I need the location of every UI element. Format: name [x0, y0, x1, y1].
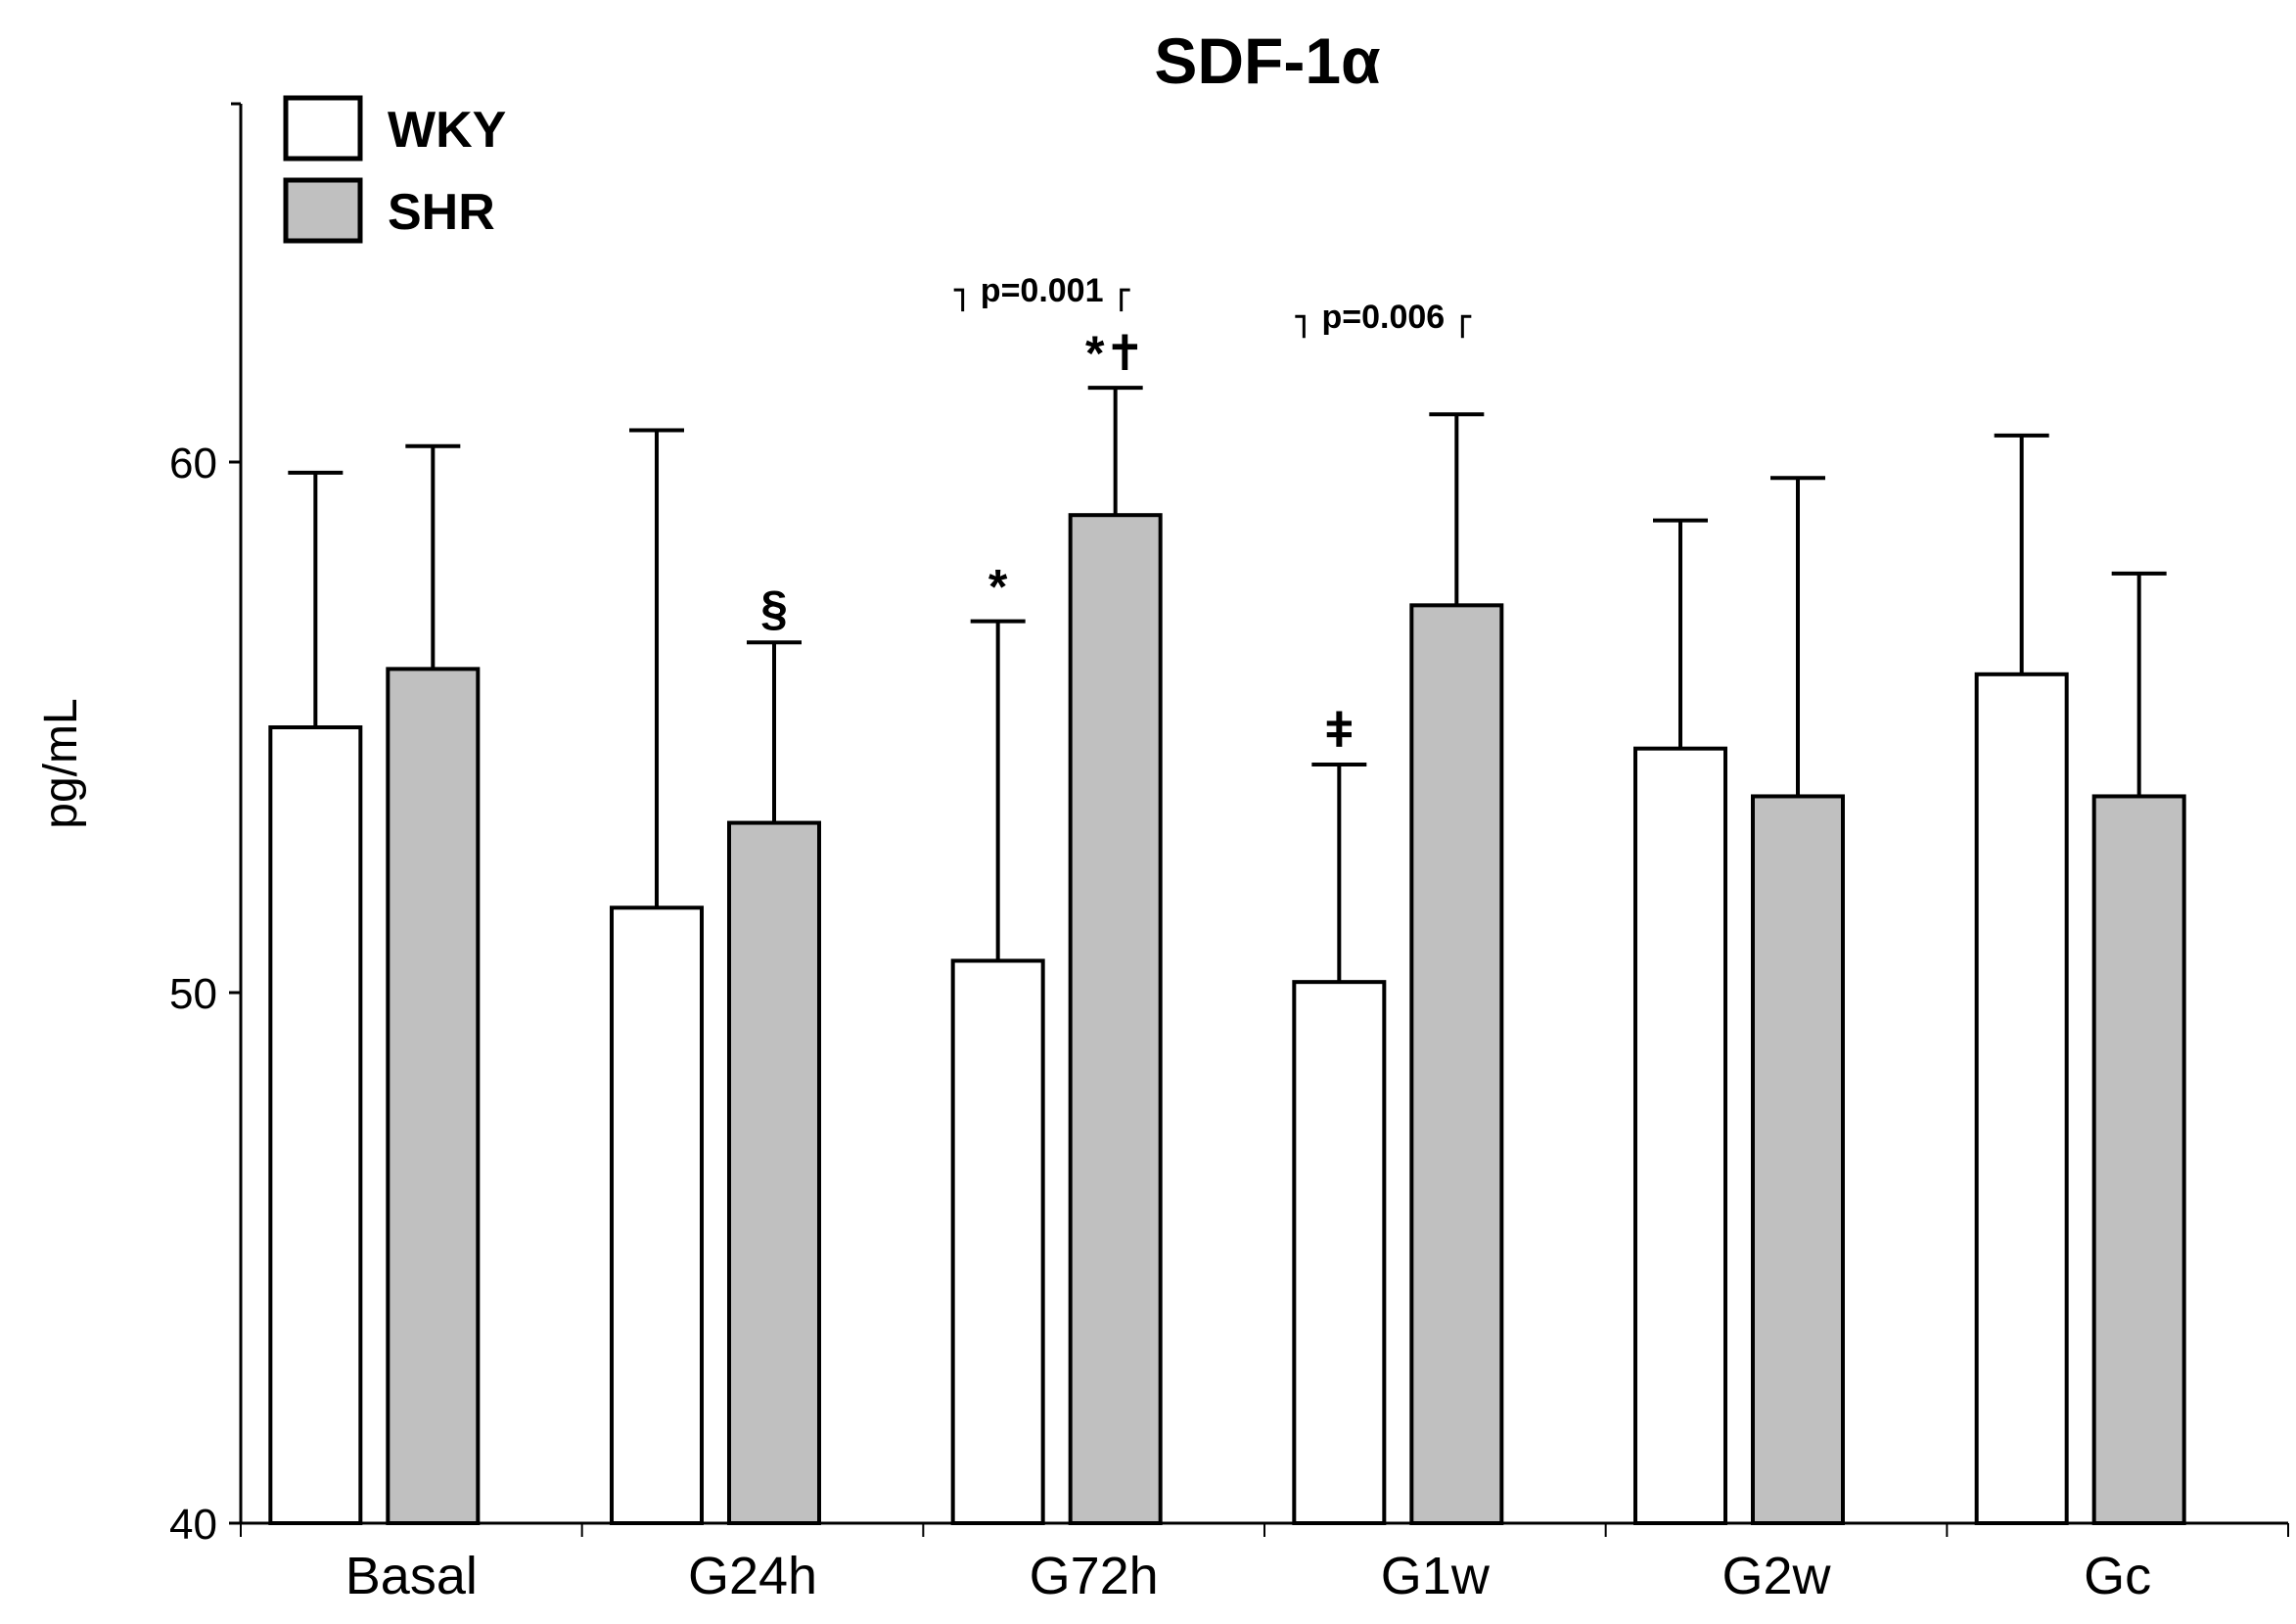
- bar-shr: [2091, 794, 2186, 1525]
- x-tick-label: G1w: [1381, 1547, 1491, 1605]
- legend-label-wky: WKY: [388, 102, 506, 159]
- y-axis-label: pg/mL: [35, 698, 87, 828]
- legend-label-shr: SHR: [388, 184, 495, 241]
- x-tick-label: Gc: [2084, 1547, 2151, 1605]
- significance-marker: §: [760, 580, 788, 635]
- p-value-bracket: [1460, 314, 1472, 339]
- p-value-bracket: [1120, 288, 1130, 312]
- significance-marker: *✝: [1085, 326, 1145, 381]
- bar-shr: [1068, 513, 1163, 1526]
- bar-wky: [1292, 980, 1387, 1525]
- bars: * ǂ § *✝ p=0.001 p=0.006: [268, 272, 2186, 1526]
- y-tick-label: 60: [169, 440, 217, 487]
- axes: 40 50 60 Basal G24h G72h G1w G2w Gc: [169, 102, 2289, 1605]
- significance-marker: ǂ: [1325, 703, 1354, 758]
- y-tick-label: 40: [169, 1501, 217, 1549]
- legend: WKY SHR: [283, 95, 506, 244]
- bar-shr: [386, 667, 481, 1525]
- p-value-bracket: [1295, 314, 1306, 339]
- chart-title: SDF-1α: [1154, 24, 1380, 97]
- x-tick-label: G24h: [688, 1547, 817, 1605]
- x-tick-label: G2w: [1722, 1547, 1831, 1605]
- bar-wky: [950, 958, 1045, 1525]
- legend-swatch-wky: [283, 95, 363, 162]
- y-tick-label: 50: [169, 970, 217, 1018]
- bar-wky: [1633, 746, 1727, 1525]
- bar-wky: [610, 905, 704, 1525]
- p-value-label: p=0.006: [1321, 299, 1445, 336]
- p-value-label: p=0.001: [981, 272, 1104, 309]
- x-tick-label: Basal: [345, 1547, 478, 1605]
- bar-shr: [1751, 794, 1845, 1525]
- bar-shr: [1409, 603, 1504, 1525]
- bar-wky: [268, 725, 363, 1525]
- bar-shr: [727, 820, 821, 1525]
- p-value-bracket: [953, 288, 965, 312]
- bar-wky: [1974, 672, 2069, 1525]
- legend-swatch-shr: [283, 177, 363, 244]
- significance-marker: *: [988, 560, 1008, 615]
- x-tick-label: G72h: [1030, 1547, 1159, 1605]
